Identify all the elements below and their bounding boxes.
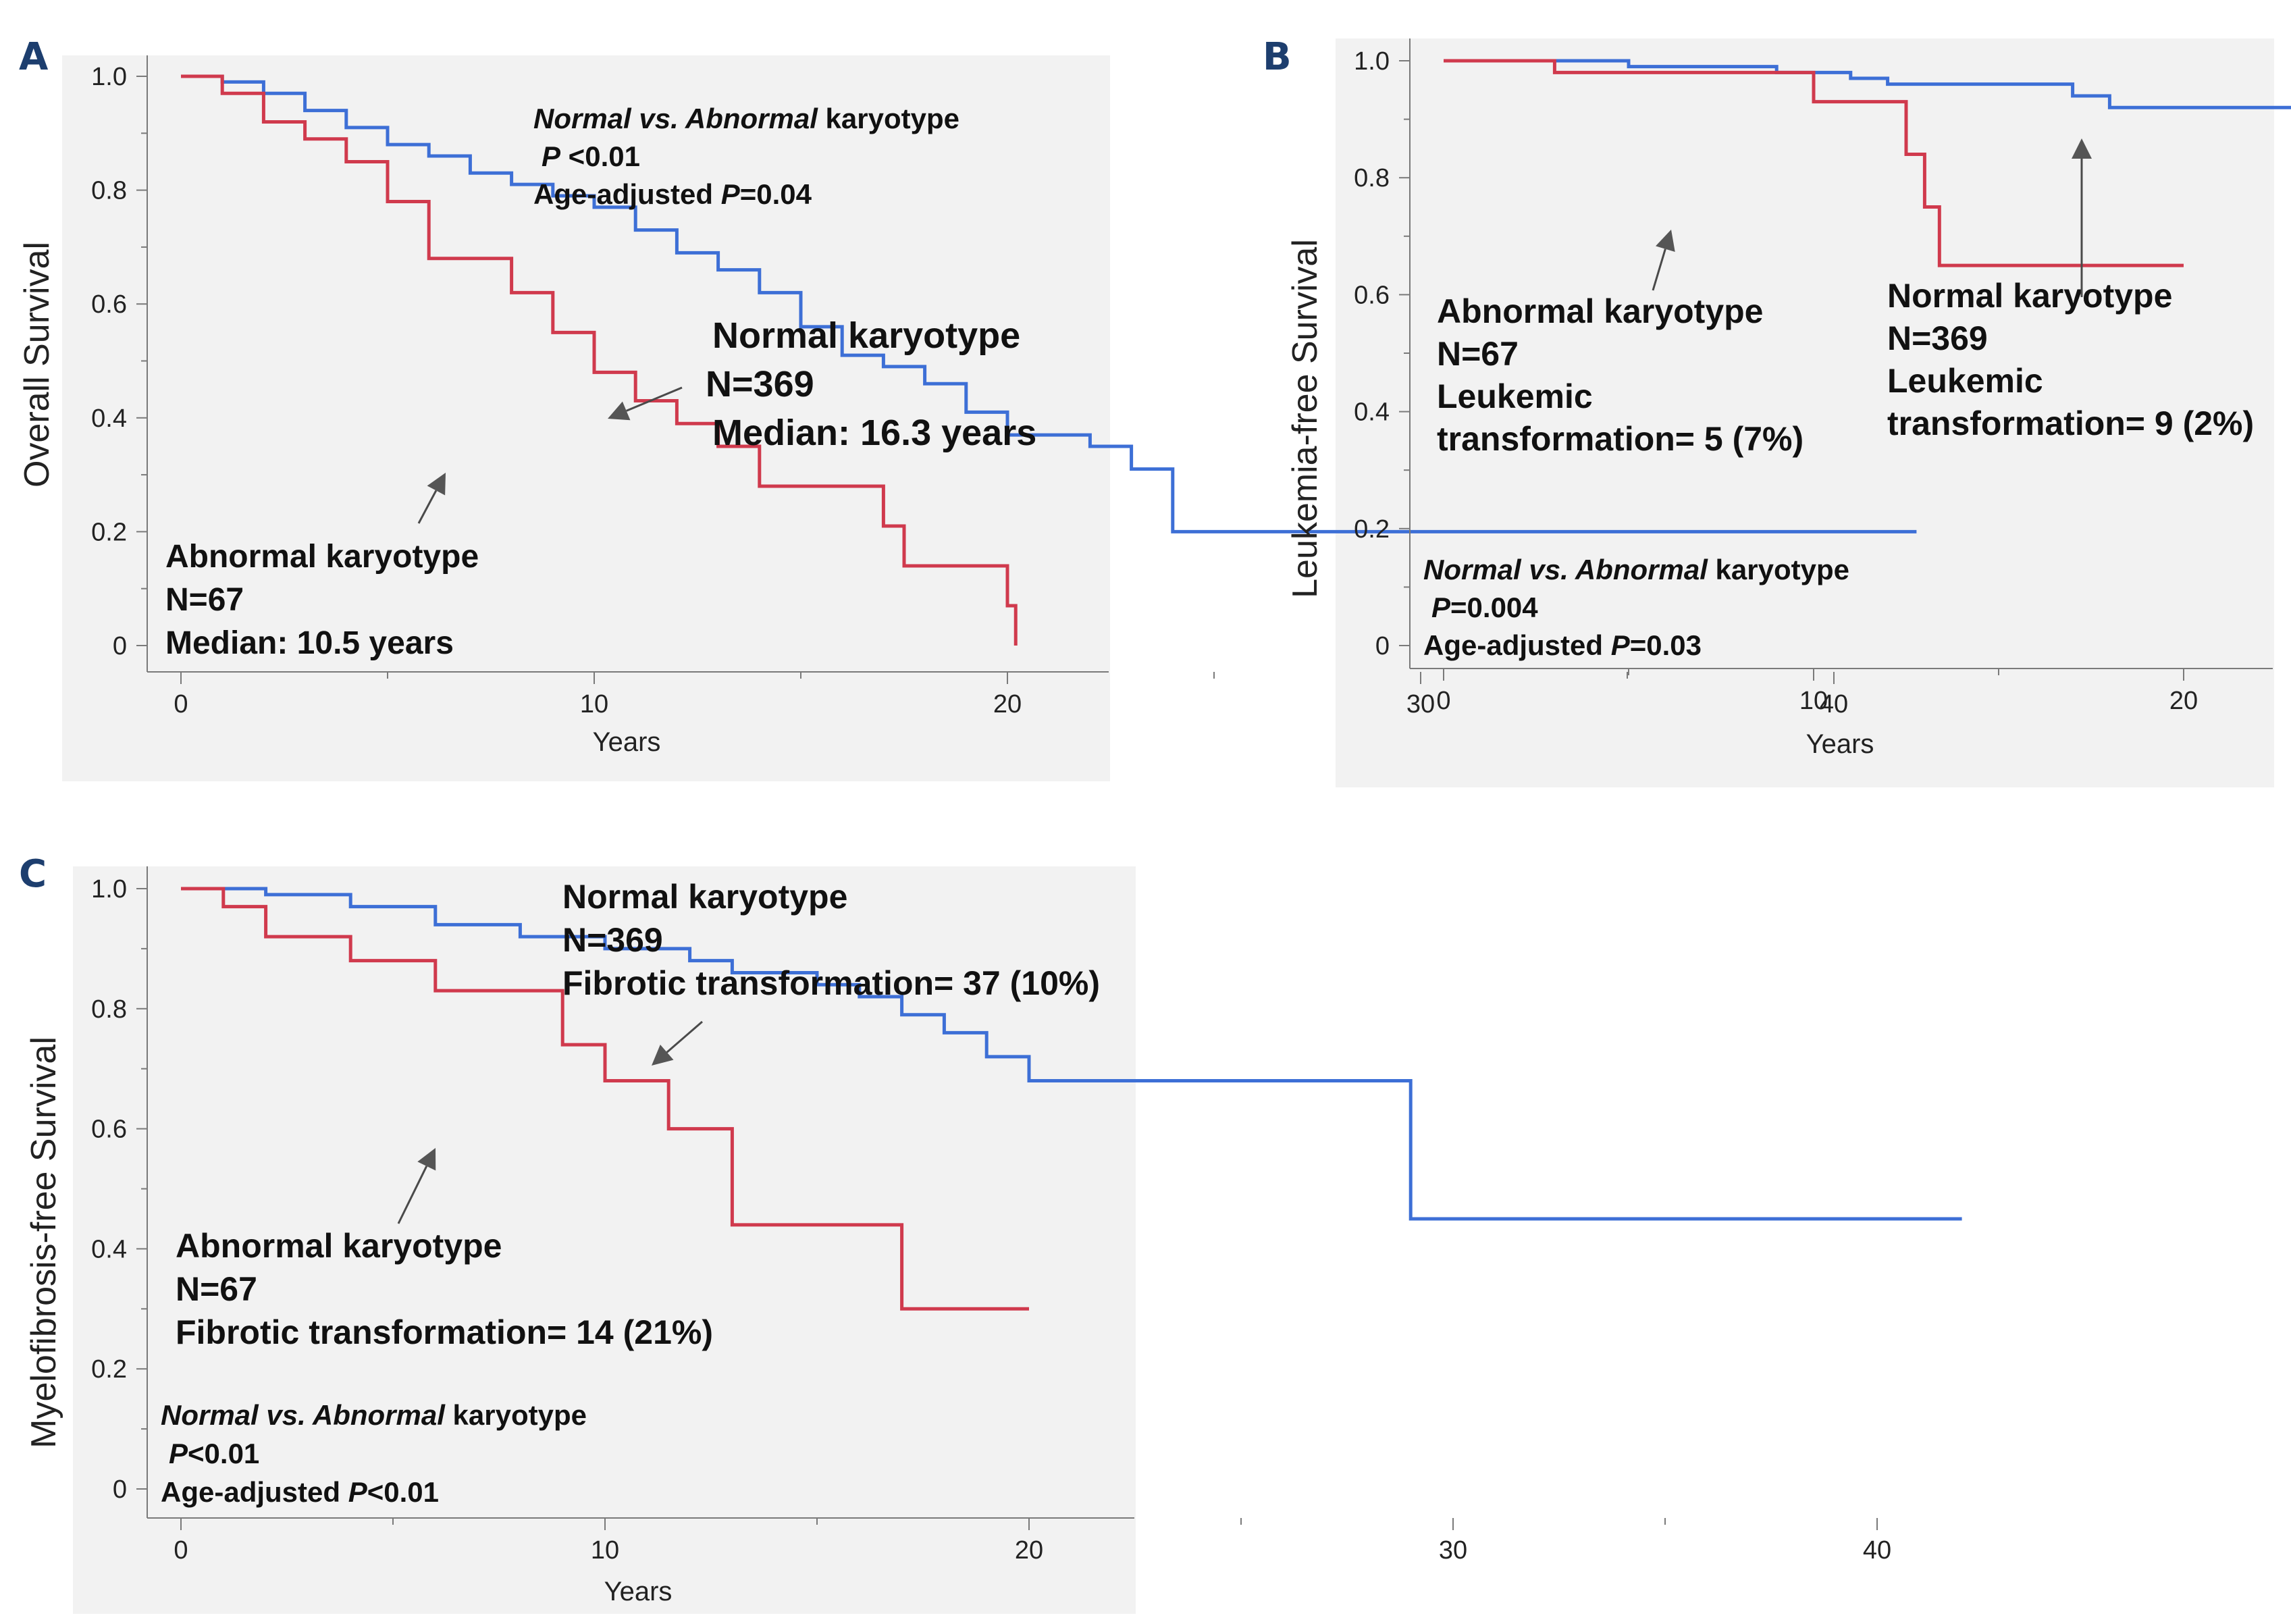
panel-c-x-axis-label: Years [604,1577,673,1606]
panel-b-y-tick-label: 0.8 [1354,164,1390,192]
panel-b-normal-label-line-4: transformation= 9 (2%) [1887,404,2254,442]
panel-c-normal-label-line-2: N=369 [562,921,663,959]
panel-b-abnormal-label-line-2: N=67 [1437,335,1519,373]
panel-b-normal-label-line-2: N=369 [1887,319,1988,357]
panel-a-normal-survival-curve [181,74,1917,533]
panel-c-y-tick-label: 0.6 [91,1116,127,1144]
panel-b-y-tick-label: 0.4 [1354,398,1390,427]
panel-b-abnormal-survival-curve [1444,59,2184,267]
panel-c-abnormal-label-line-2: N=67 [176,1270,257,1308]
panel-b-arrow-abnormal-shaft [1652,248,1666,291]
panel-b-normal-label-line-3: Leukemic [1887,362,2043,400]
panel-a-y-tick-label: 0.6 [91,290,127,319]
panel-a-abnormal-survival-curve [181,74,1018,646]
panel-a-arrow-normal-shaft [626,386,683,412]
panel-c-arrow-abnormal-head [417,1148,436,1171]
panel-c-arrow-normal-shaft [666,1020,703,1053]
panel-c-x-tick-label: 0 [174,1536,188,1565]
panel-a-stats-p-value: P <0.01 [542,140,640,172]
panel-a-normal-label-line-1: Normal karyotype [712,315,1020,356]
panel-b-y-tick-label: 0 [1375,632,1390,660]
panel-a-abnormal-label-line-3: Median: 10.5 years [165,625,454,661]
panel-b-y-axis-label: Leukemia-free Survival [1286,239,1325,598]
panel-b-x-tick-label: 0 [1436,687,1450,715]
panel-a-arrow-abnormal-shaft [417,490,438,524]
panel-c-stats-p-value: P<0.01 [169,1438,259,1469]
panel-c-abnormal-label-line-1: Abnormal karyotype [176,1227,502,1265]
panel-a-x-tick-label: 10 [580,690,608,718]
panel-a-x-tick-label: 0 [174,690,188,718]
panel-a-y-tick-label: 1.0 [91,63,127,91]
panel-b-abnormal-label-line-4: transformation= 5 (7%) [1437,420,1803,458]
panel-b-background [1336,38,2274,787]
panel-b-y-tick-label: 0.6 [1354,281,1390,309]
panel-b-normal-survival-curve [1444,59,2291,109]
panel-c-background [73,866,1136,1614]
panel-a-background [62,55,1110,781]
panel-a-y-axis-label: Overall Survival [18,242,57,488]
panel-c-x-tick-label: 20 [1015,1536,1043,1565]
panel-c-y-tick-label: 0 [113,1475,127,1504]
panel-c-y-tick-label: 0.8 [91,995,127,1024]
panel-a-arrow-abnormal-head [427,473,446,496]
panel-a-y-tick-label: 0.8 [91,177,127,205]
panel-b-abnormal-label-line-3: Leukemic [1437,377,1593,415]
panel-c-letter: C [19,852,47,896]
panel-a-x-tick-label: 40 [1820,690,1848,718]
panel-a-arrow-normal-head [608,401,631,421]
panel-b-arrow-abnormal-head [1656,230,1675,253]
panel-c-normal-survival-curve [181,887,1962,1221]
panel-b-y-tick-label: 0.2 [1354,515,1390,544]
panel-a-letter: A [19,35,49,79]
panel-b-abnormal-label-line-1: Abnormal karyotype [1437,292,1763,330]
panel-c-arrow-abnormal-shaft [397,1165,428,1224]
panel-b-x-tick-label: 20 [2169,687,2198,715]
panel-c-normal-label-line-3: Fibrotic transformation= 37 (10%) [562,964,1100,1002]
panel-c-stats-comparison: Normal vs. Abnormal karyotype [161,1399,587,1431]
panel-a-abnormal-label-line-1: Abnormal karyotype [165,539,479,575]
panel-c-y-axis-label: Myelofibrosis-free Survival [24,1037,63,1448]
panel-b-x-tick-label: 10 [1799,687,1828,715]
panel-b-x-axis-label: Years [1806,729,1874,759]
panel-a-abnormal-label-line-2: N=67 [165,582,244,618]
panel-c-y-tick-label: 0.2 [91,1355,127,1384]
panel-a-stats-comparison: Normal vs. Abnormal karyotype [533,103,959,134]
panel-a-x-tick-label: 30 [1406,690,1435,718]
panel-c-abnormal-label-line-3: Fibrotic transformation= 14 (21%) [176,1313,713,1351]
panel-c-arrow-normal-head [652,1045,674,1066]
panel-a-normal-label-line-3: Median: 16.3 years [712,413,1036,453]
panel-a-x-axis-label: Years [593,727,661,757]
panel-a-y-tick-label: 0.2 [91,518,127,546]
panel-b-stats-comparison: Normal vs. Abnormal karyotype [1423,554,1849,585]
panel-c-x-tick-label: 10 [591,1536,619,1565]
panel-c-x-tick-label: 30 [1439,1536,1467,1565]
panel-c-x-tick-label: 40 [1863,1536,1891,1565]
panel-b-stats-p-value: P=0.004 [1431,592,1538,623]
panel-b-letter: B [1263,35,1292,79]
panel-c-y-tick-label: 0.4 [91,1235,127,1263]
panel-c-y-tick-label: 1.0 [91,875,127,903]
panel-c-normal-label-line-1: Normal karyotype [562,878,847,916]
panel-a-stats-age-adjusted: Age-adjusted P=0.04 [533,178,812,210]
panel-c-abnormal-survival-curve [181,887,1029,1311]
panel-a-y-tick-label: 0 [113,632,127,660]
panel-a-y-tick-label: 0.4 [91,404,127,433]
panel-a-x-tick-label: 20 [993,690,1022,718]
panel-a-normal-label-line-2: N=369 [706,364,814,404]
panel-b-normal-label-line-1: Normal karyotype [1887,277,2172,315]
panel-b-y-tick-label: 1.0 [1354,47,1390,76]
panel-b-stats-age-adjusted: Age-adjusted P=0.03 [1423,629,1702,661]
panel-c-stats-age-adjusted: Age-adjusted P<0.01 [161,1476,439,1508]
panel-b-arrow-normal-head [2072,138,2092,159]
